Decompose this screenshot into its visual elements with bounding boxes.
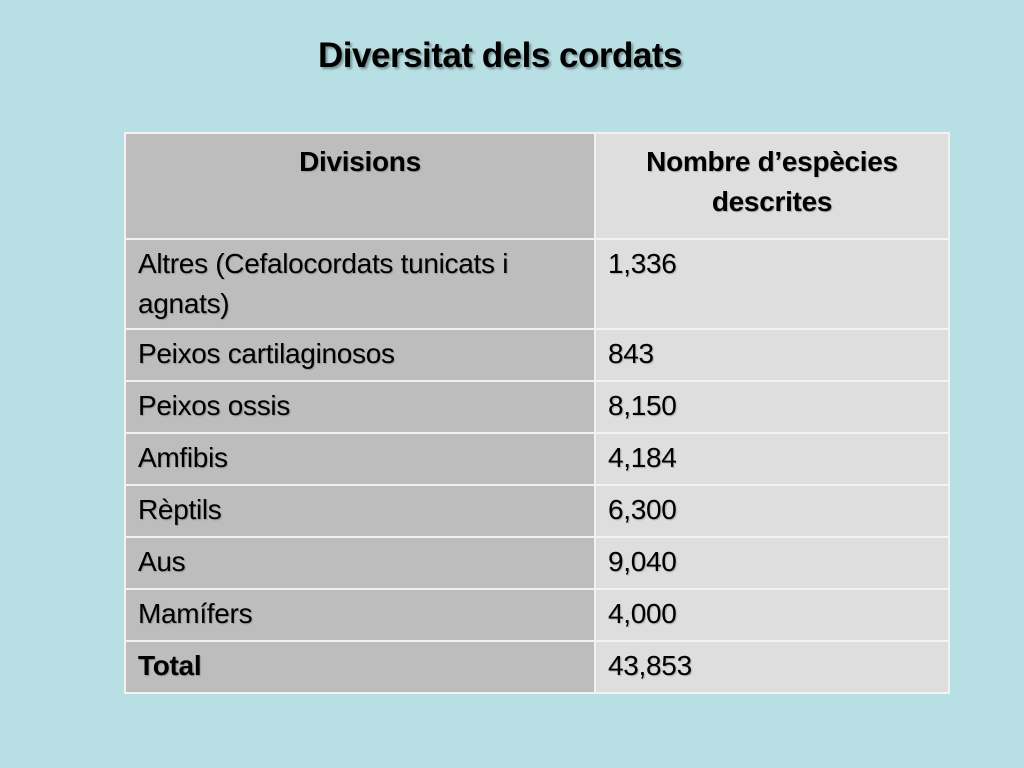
total-label: Total — [124, 640, 596, 694]
count-cell: 843 — [594, 328, 950, 382]
table-row: Altres (Cefalocordats tunicats i agnats)… — [124, 238, 950, 330]
table-row: Amfibis 4,184 — [124, 432, 950, 486]
division-cell: Aus — [124, 536, 596, 590]
slide-title: Diversitat dels cordats — [318, 36, 682, 75]
count-cell: 9,040 — [594, 536, 950, 590]
species-table: Divisions Nombre d’espècies descrites Al… — [124, 132, 950, 694]
division-cell: Peixos cartilaginosos — [124, 328, 596, 382]
table-row: Aus 9,040 — [124, 536, 950, 590]
division-cell: Peixos ossis — [124, 380, 596, 434]
header-species-count: Nombre d’espècies descrites — [594, 132, 950, 240]
table-total-row: Total 43,853 — [124, 640, 950, 694]
table-row: Mamífers 4,000 — [124, 588, 950, 642]
header-divisions: Divisions — [124, 132, 596, 240]
table-header-row: Divisions Nombre d’espècies descrites — [124, 132, 950, 240]
table-row: Peixos ossis 8,150 — [124, 380, 950, 434]
count-cell: 4,184 — [594, 432, 950, 486]
division-cell: Rèptils — [124, 484, 596, 538]
count-cell: 8,150 — [594, 380, 950, 434]
table-row: Rèptils 6,300 — [124, 484, 950, 538]
count-cell: 1,336 — [594, 238, 950, 330]
count-cell: 6,300 — [594, 484, 950, 538]
division-cell: Mamífers — [124, 588, 596, 642]
division-cell: Altres (Cefalocordats tunicats i agnats) — [124, 238, 596, 330]
count-cell: 4,000 — [594, 588, 950, 642]
table-row: Peixos cartilaginosos 843 — [124, 328, 950, 382]
total-count: 43,853 — [594, 640, 950, 694]
division-cell: Amfibis — [124, 432, 596, 486]
